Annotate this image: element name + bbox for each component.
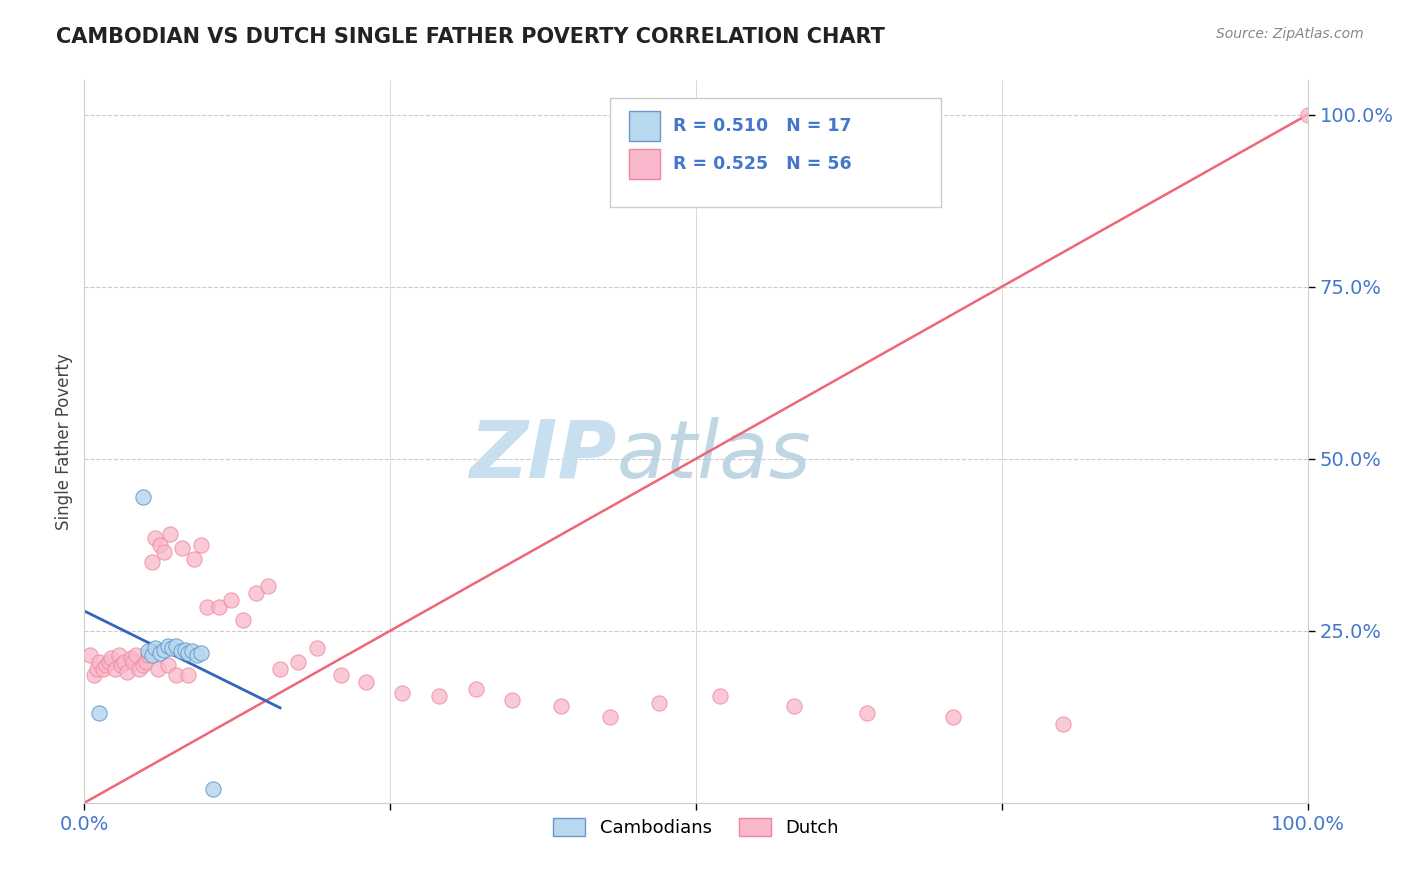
Point bbox=[195, 599, 218, 614]
Point bbox=[245, 586, 267, 600]
Point bbox=[599, 710, 621, 724]
Point bbox=[115, 665, 138, 679]
Point bbox=[190, 646, 212, 660]
Point bbox=[83, 668, 105, 682]
Text: R = 0.510   N = 17: R = 0.510 N = 17 bbox=[672, 117, 851, 135]
Point bbox=[110, 658, 132, 673]
Point bbox=[173, 643, 195, 657]
Point bbox=[120, 651, 142, 665]
Point bbox=[87, 655, 110, 669]
Point bbox=[86, 662, 108, 676]
Point bbox=[550, 699, 572, 714]
Point bbox=[201, 782, 224, 797]
Point bbox=[464, 682, 486, 697]
FancyBboxPatch shape bbox=[628, 111, 661, 141]
Point bbox=[162, 640, 184, 655]
Point bbox=[391, 686, 413, 700]
Point bbox=[1296, 108, 1319, 122]
Point bbox=[128, 662, 150, 676]
Text: CAMBODIAN VS DUTCH SINGLE FATHER POVERTY CORRELATION CHART: CAMBODIAN VS DUTCH SINGLE FATHER POVERTY… bbox=[56, 27, 886, 46]
Point bbox=[79, 648, 101, 662]
Point bbox=[96, 658, 118, 673]
Point bbox=[709, 689, 731, 703]
Text: atlas: atlas bbox=[616, 417, 811, 495]
Point bbox=[136, 644, 159, 658]
Point bbox=[141, 555, 163, 569]
Point bbox=[942, 710, 965, 724]
Point bbox=[112, 655, 135, 669]
FancyBboxPatch shape bbox=[628, 149, 661, 179]
Point bbox=[149, 646, 172, 660]
Point bbox=[156, 658, 179, 673]
Point bbox=[107, 648, 129, 662]
Point bbox=[427, 689, 450, 703]
Point bbox=[172, 541, 194, 556]
Point bbox=[122, 655, 145, 669]
Point bbox=[149, 538, 172, 552]
Y-axis label: Single Father Poverty: Single Father Poverty bbox=[55, 353, 73, 530]
Point bbox=[143, 640, 166, 655]
Point bbox=[856, 706, 879, 721]
Point bbox=[219, 592, 242, 607]
Point bbox=[170, 644, 193, 658]
Point bbox=[132, 658, 155, 673]
Point bbox=[177, 646, 200, 660]
Point bbox=[132, 490, 155, 504]
FancyBboxPatch shape bbox=[610, 98, 941, 207]
Point bbox=[648, 696, 671, 710]
Point bbox=[143, 531, 166, 545]
Point bbox=[165, 668, 187, 682]
Point bbox=[190, 538, 212, 552]
Point bbox=[136, 648, 159, 662]
Point bbox=[153, 643, 176, 657]
Point bbox=[135, 655, 157, 669]
Point bbox=[153, 544, 176, 558]
Point bbox=[305, 640, 328, 655]
Text: ZIP: ZIP bbox=[470, 417, 616, 495]
Point bbox=[91, 662, 114, 676]
Point bbox=[177, 668, 200, 682]
Text: R = 0.525   N = 56: R = 0.525 N = 56 bbox=[672, 155, 852, 173]
Point bbox=[181, 644, 204, 658]
Point bbox=[125, 648, 148, 662]
Point bbox=[257, 579, 280, 593]
Point bbox=[502, 692, 524, 706]
Point bbox=[208, 599, 231, 614]
Point bbox=[1052, 716, 1074, 731]
Point bbox=[104, 662, 127, 676]
Point bbox=[783, 699, 806, 714]
Point bbox=[146, 662, 169, 676]
Point bbox=[232, 614, 254, 628]
Point bbox=[269, 662, 291, 676]
Legend: Cambodians, Dutch: Cambodians, Dutch bbox=[546, 811, 846, 845]
Point bbox=[97, 655, 120, 669]
Point bbox=[165, 639, 187, 653]
Point bbox=[330, 668, 353, 682]
Point bbox=[186, 648, 208, 662]
Point bbox=[159, 527, 181, 541]
Point bbox=[141, 648, 163, 662]
Point bbox=[354, 675, 377, 690]
Point bbox=[100, 651, 122, 665]
Point bbox=[87, 706, 110, 721]
Point bbox=[156, 639, 179, 653]
Point bbox=[183, 551, 205, 566]
Point bbox=[287, 655, 309, 669]
Text: Source: ZipAtlas.com: Source: ZipAtlas.com bbox=[1216, 27, 1364, 41]
